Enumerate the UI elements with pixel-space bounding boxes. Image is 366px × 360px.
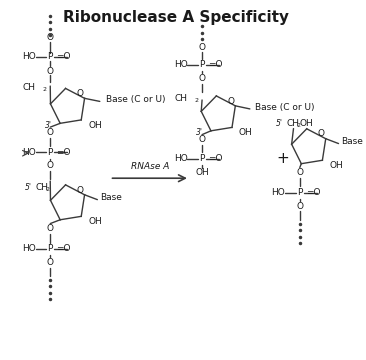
Text: O: O (199, 74, 206, 83)
Text: 3': 3' (45, 121, 52, 130)
Text: P: P (48, 148, 53, 157)
Text: O: O (47, 161, 54, 170)
Text: OH: OH (239, 128, 253, 137)
Text: RNAse A: RNAse A (131, 162, 169, 171)
Text: HO: HO (173, 60, 187, 69)
Text: =O: =O (56, 244, 71, 253)
Text: +: + (276, 151, 289, 166)
Text: OH: OH (299, 119, 313, 128)
Text: 5': 5' (276, 119, 283, 128)
Text: 3': 3' (196, 128, 203, 137)
Text: O: O (47, 33, 54, 42)
Text: O: O (199, 135, 206, 144)
Text: 2: 2 (296, 123, 300, 128)
Text: HO: HO (22, 148, 36, 157)
Text: 2: 2 (45, 187, 49, 192)
Text: CH: CH (287, 119, 299, 128)
Text: O: O (47, 67, 54, 76)
Text: 2: 2 (194, 98, 198, 103)
Text: P: P (199, 60, 205, 69)
Text: P: P (199, 154, 205, 163)
Text: 2: 2 (42, 87, 46, 93)
Text: O: O (47, 224, 54, 233)
Text: Base (C or U): Base (C or U) (255, 103, 314, 112)
Text: =O: =O (56, 148, 71, 157)
Text: OH: OH (88, 121, 102, 130)
Text: CH: CH (36, 183, 49, 192)
Text: OH: OH (195, 168, 209, 177)
Text: OH: OH (88, 217, 102, 226)
Text: Ribonuclease A Specificity: Ribonuclease A Specificity (63, 10, 289, 25)
Text: O: O (199, 42, 206, 51)
Text: Base: Base (100, 193, 122, 202)
Text: P: P (48, 244, 53, 253)
Text: P: P (48, 52, 53, 61)
Text: O: O (227, 96, 234, 105)
Text: Base: Base (341, 137, 363, 146)
Text: =O: =O (306, 188, 321, 197)
Text: OH: OH (329, 161, 343, 170)
Text: Base (C or U): Base (C or U) (106, 95, 165, 104)
Text: O: O (296, 202, 303, 211)
Text: CH: CH (175, 94, 187, 103)
Text: O: O (47, 128, 54, 137)
Text: HO: HO (271, 188, 285, 197)
Text: 5': 5' (25, 183, 32, 192)
Text: HO: HO (22, 52, 36, 61)
Text: =O: =O (56, 52, 71, 61)
Text: O: O (318, 129, 325, 138)
Text: O: O (296, 168, 303, 177)
Text: =O: =O (208, 154, 223, 163)
Text: P: P (297, 188, 302, 197)
Text: HO: HO (173, 154, 187, 163)
Text: O: O (76, 185, 83, 194)
Text: O: O (47, 258, 54, 267)
Text: CH: CH (23, 83, 36, 92)
Text: O: O (76, 89, 83, 98)
Text: HO: HO (22, 244, 36, 253)
Text: =O: =O (208, 60, 223, 69)
